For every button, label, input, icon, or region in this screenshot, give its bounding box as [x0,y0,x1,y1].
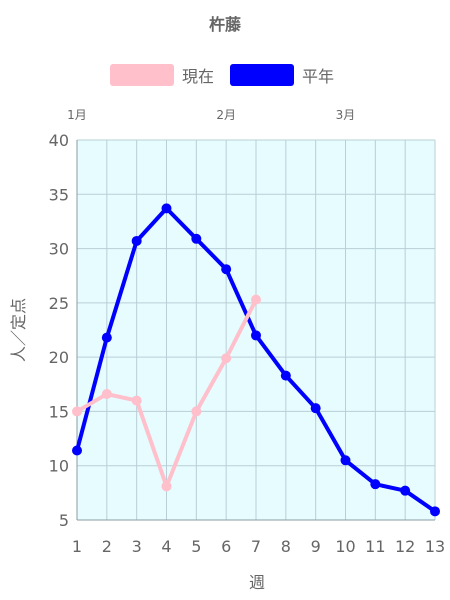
y-axis: 5 10 15 20 25 30 35 40 [49,131,69,530]
data-point-average [221,264,232,275]
data-point-average [400,485,411,496]
chart-title: 杵藤 [209,15,242,34]
x-tick-label: 3 [132,537,142,556]
x-tick-label: 11 [365,537,385,556]
data-point-average [370,479,381,490]
y-tick-label: 40 [49,131,69,150]
data-point-current [191,406,202,417]
x-tick-label: 8 [281,537,291,556]
x-tick-label: 10 [335,537,355,556]
x-tick-label: 2 [102,537,112,556]
data-point-average [340,455,351,466]
data-point-average [131,235,142,246]
chart-legend: 現在 平年 [0,63,450,87]
data-point-average [310,403,321,414]
data-point-current [221,353,232,364]
data-point-average [72,445,82,456]
x-tick-label: 7 [251,537,261,556]
month-label: 2月 [216,108,236,122]
data-point-average [430,506,440,517]
legend-item-current[interactable]: 現在 [110,63,214,87]
data-point-current [251,294,261,305]
y-tick-label: 10 [49,457,69,476]
grid-lines [76,139,436,521]
y-tick-label: 5 [59,511,69,530]
x-tick-label: 5 [191,537,201,556]
legend-label-average: 平年 [302,67,335,86]
data-point-average [280,370,291,381]
data-point-current [101,389,112,400]
y-axis-label: 人／定点 [9,298,28,362]
series-layer [72,203,440,517]
data-point-average [101,332,112,343]
data-point-average [191,233,202,244]
legend-swatch-current [110,64,174,86]
legend-item-average[interactable]: 平年 [230,63,334,87]
month-label: 3月 [336,108,356,122]
x-tick-label: 12 [395,537,415,556]
x-tick-label: 6 [221,537,231,556]
y-tick-label: 15 [49,402,69,421]
y-tick-label: 35 [49,185,69,204]
data-point-average [251,330,261,341]
month-axis: 1月 2月 3月 [67,108,355,122]
x-tick-label: 4 [161,537,171,556]
y-tick-label: 25 [49,294,69,313]
legend-label-current: 現在 [182,67,215,86]
data-point-current [131,395,142,406]
data-point-current [72,406,82,417]
x-tick-label: 9 [311,537,321,556]
x-tick-label: 13 [425,537,445,556]
y-tick-label: 30 [49,240,69,259]
y-tick-label: 20 [49,348,69,367]
month-label: 1月 [67,108,87,122]
data-point-current [161,481,172,492]
legend-swatch-average [230,64,294,86]
data-point-average [161,203,172,214]
x-axis-label: 週 [249,573,265,592]
x-axis: 1 2 3 4 5 6 7 8 9 10 11 12 13 [72,537,445,556]
x-tick-label: 1 [72,537,82,556]
